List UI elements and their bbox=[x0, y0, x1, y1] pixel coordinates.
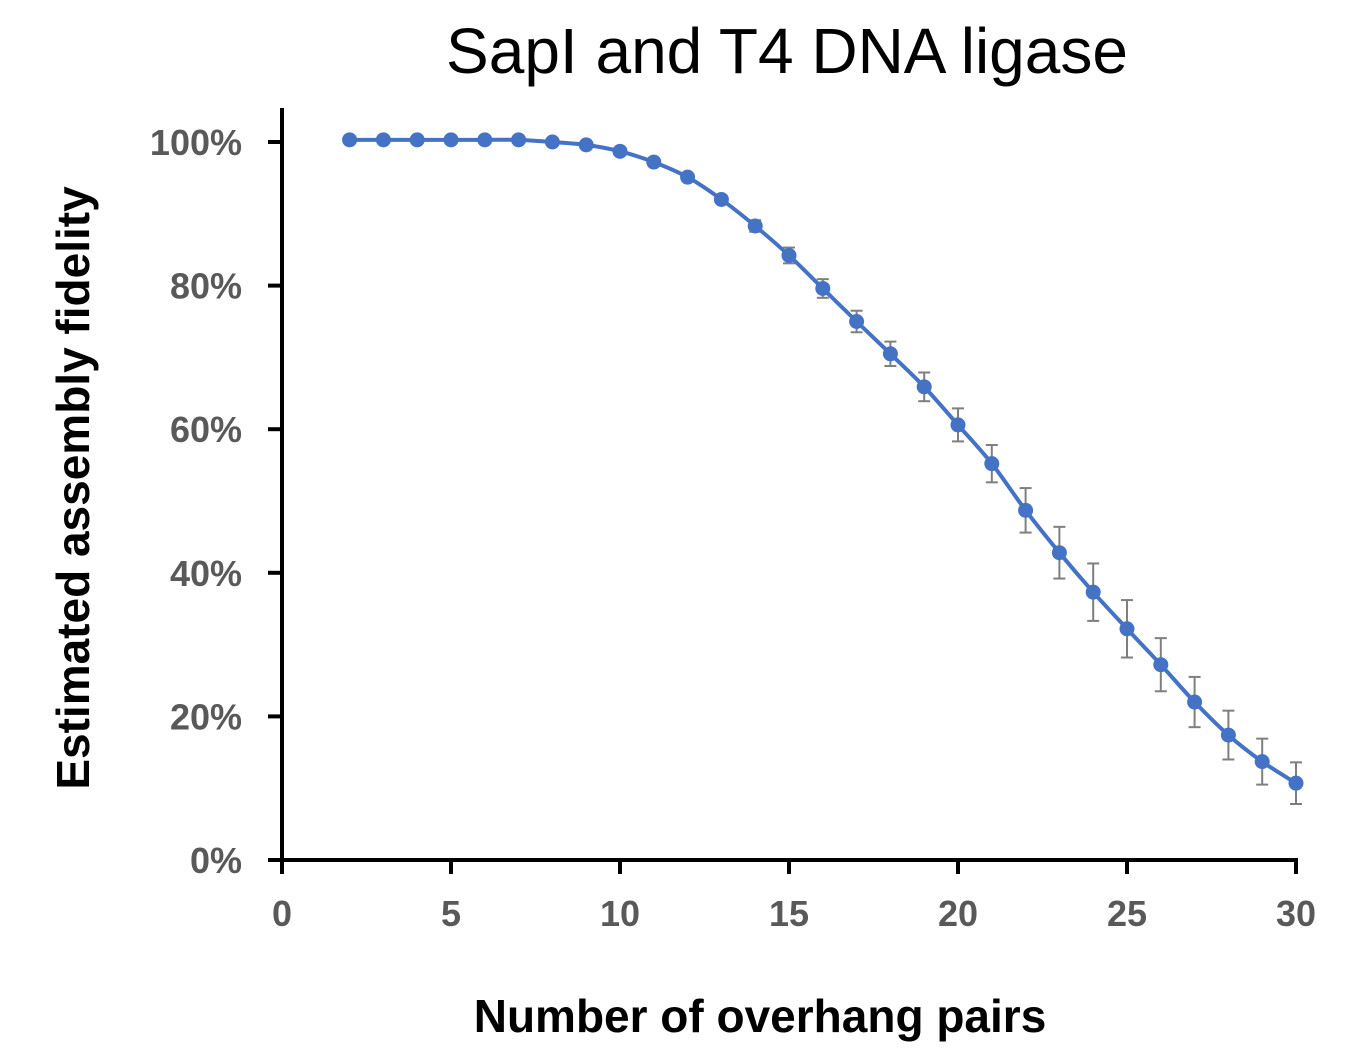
chart-title: SapI and T4 DNA ligase bbox=[446, 15, 1128, 87]
data-point bbox=[984, 456, 1000, 472]
data-point bbox=[1085, 584, 1101, 600]
x-tick-label: 0 bbox=[272, 893, 292, 934]
data-point bbox=[1018, 502, 1034, 518]
series-line-0 bbox=[349, 137, 1298, 785]
x-tick-label: 30 bbox=[1276, 893, 1316, 934]
data-point bbox=[950, 417, 966, 433]
y-tick-label: 0% bbox=[190, 840, 242, 881]
data-point bbox=[1220, 727, 1236, 743]
data-point bbox=[612, 143, 628, 159]
data-point bbox=[409, 132, 425, 148]
data-point bbox=[511, 132, 527, 148]
data-point bbox=[342, 132, 358, 148]
data-point bbox=[1187, 694, 1203, 710]
data-point bbox=[882, 346, 898, 362]
data-point bbox=[375, 132, 391, 148]
data-points bbox=[342, 132, 1304, 791]
y-axis-title: Estimated assembly fidelity bbox=[47, 186, 99, 790]
x-axis-title: Number of overhang pairs bbox=[474, 990, 1047, 1042]
x-tick-label: 25 bbox=[1107, 893, 1147, 934]
data-point bbox=[849, 314, 865, 329]
data-point bbox=[1254, 754, 1270, 770]
y-tick-label: 40% bbox=[170, 553, 242, 594]
data-point bbox=[544, 134, 560, 150]
data-point bbox=[578, 137, 594, 153]
error-bars bbox=[681, 173, 1302, 805]
x-tick-label: 15 bbox=[769, 893, 809, 934]
y-tick-label: 60% bbox=[170, 409, 242, 450]
data-point bbox=[646, 154, 662, 170]
axes: 0% 20% 40% 60% 80% 100% 0 5 10 15 20 25 30 bbox=[150, 108, 1316, 934]
y-tick-label: 80% bbox=[170, 266, 242, 307]
data-point bbox=[713, 191, 729, 207]
data-point bbox=[815, 280, 831, 296]
data-point bbox=[1153, 657, 1169, 673]
series-lines bbox=[349, 137, 1298, 785]
data-point bbox=[1119, 621, 1135, 637]
data-point bbox=[781, 247, 797, 263]
y-tick-label: 100% bbox=[150, 122, 242, 163]
x-tick-label: 10 bbox=[600, 893, 640, 934]
data-point bbox=[443, 132, 459, 148]
y-tick-label: 20% bbox=[170, 696, 242, 737]
data-point bbox=[1288, 775, 1304, 791]
data-point bbox=[916, 379, 932, 395]
data-point bbox=[1051, 545, 1067, 561]
data-point bbox=[747, 218, 763, 234]
data-point bbox=[477, 132, 493, 148]
x-tick-label: 5 bbox=[441, 893, 461, 934]
data-point bbox=[680, 169, 696, 185]
x-tick-label: 20 bbox=[938, 893, 978, 934]
